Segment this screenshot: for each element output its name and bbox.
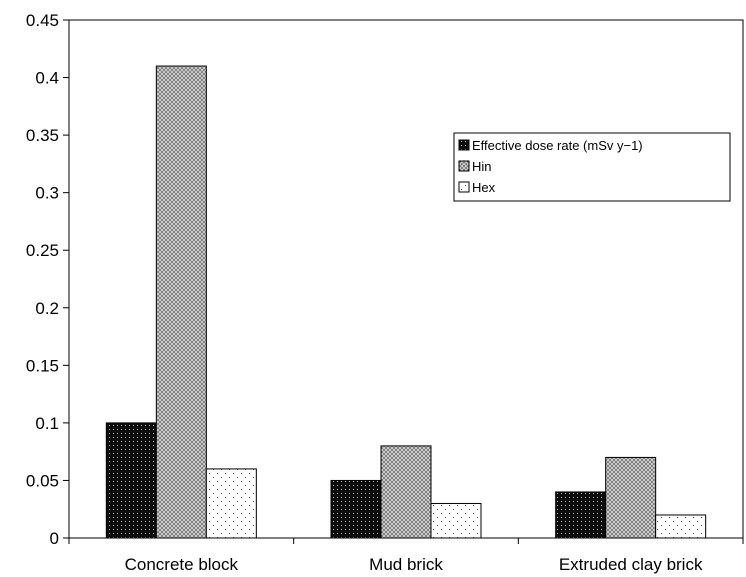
y-tick-label: 0.3 bbox=[35, 184, 59, 203]
y-tick-label: 0.45 bbox=[26, 11, 59, 30]
bar-hex bbox=[655, 514, 707, 539]
bar-effective-dose bbox=[555, 491, 607, 539]
bar-hin bbox=[380, 445, 432, 539]
y-tick-label: 0.35 bbox=[26, 126, 59, 145]
bar-hin bbox=[605, 456, 657, 539]
y-tick-label: 0.25 bbox=[26, 241, 59, 260]
x-axis: Concrete block Mud brick Extruded clay bri… bbox=[68, 538, 744, 574]
y-tick-label: 0 bbox=[50, 529, 59, 548]
legend-label: Hin bbox=[472, 159, 492, 174]
legend-swatch bbox=[458, 181, 470, 193]
legend-label: Effective dose rate (mSv y−1) bbox=[472, 138, 643, 153]
legend-swatch bbox=[458, 160, 470, 172]
bar-hin bbox=[155, 65, 207, 539]
bar-effective-dose bbox=[330, 479, 382, 539]
y-tick-label: 0.4 bbox=[35, 69, 59, 88]
legend-label: Hex bbox=[472, 180, 496, 195]
bars bbox=[105, 65, 707, 539]
bar-hex bbox=[430, 502, 482, 539]
x-tick-label: Mud brick bbox=[369, 555, 443, 574]
legend-box bbox=[453, 132, 731, 202]
y-tick-label: 0.05 bbox=[26, 471, 59, 490]
bar-hex bbox=[205, 468, 257, 539]
y-axis: 0 0.05 0.1 0.15 0.2 0.25 0.3 0.35 0.4 0.45 bbox=[26, 11, 69, 548]
y-tick-label: 0.2 bbox=[35, 299, 59, 318]
bar-effective-dose bbox=[105, 422, 157, 539]
legend: Effective dose rate (mSv y−1) Hin Hex bbox=[453, 132, 731, 202]
legend-swatch bbox=[458, 139, 470, 151]
y-tick-label: 0.15 bbox=[26, 356, 59, 375]
x-tick-label: Extruded clay brick bbox=[559, 555, 703, 574]
y-tick-label: 0.1 bbox=[35, 414, 59, 433]
x-tick-label: Concrete block bbox=[125, 555, 239, 574]
